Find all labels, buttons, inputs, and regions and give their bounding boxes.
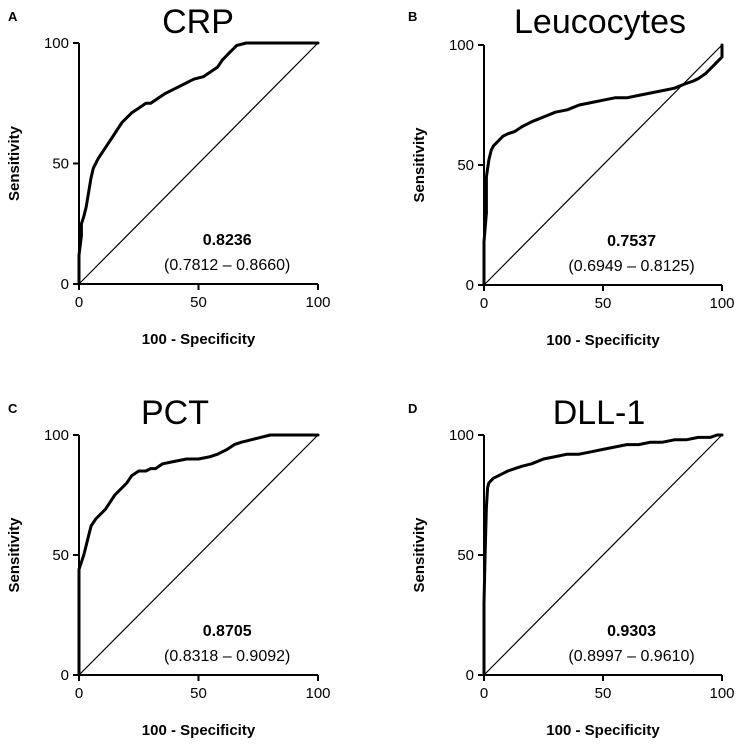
x-tick-label: 100 [305,685,330,702]
auc-confidence-interval: (0.8997 – 0.9610) [568,648,694,665]
y-tick-label: 100 [449,427,474,444]
panel-letter: B [408,9,417,24]
x-tick-label: 0 [480,295,488,312]
y-tick-label: 50 [457,157,474,174]
panel-letter: D [408,401,417,416]
y-tick-label: 0 [466,277,474,294]
x-tick-label: 0 [75,685,83,702]
x-axis-title: 100 - Specificity [546,332,660,349]
auc-value: 0.8236 [203,232,252,249]
y-tick-label: 100 [44,427,69,444]
x-tick-label: 50 [595,295,612,312]
auc-confidence-interval: (0.6949 – 0.8125) [568,258,694,275]
x-tick-label: 100 [709,685,734,702]
auc-value: 0.9303 [607,623,656,640]
y-axis-title: Sensitivity [6,125,23,201]
x-axis-title: 100 - Specificity [142,331,256,348]
reference-diagonal-line [78,434,319,676]
panel-letter: C [8,401,18,416]
y-tick-label: 100 [449,37,474,54]
chart-title: Leucocytes [514,3,686,41]
chart-title: CRP [162,3,234,41]
x-tick-label: 100 [709,295,734,312]
y-tick-label: 50 [52,156,69,173]
panel-d: D DLL-1 0 50 100 0 50 100 100 - Specificity Sensi… [408,394,735,739]
auc-value: 0.7537 [607,233,656,250]
panel-b: B Leucocytes 0 50 100 0 50 100 100 - Specificity… [408,3,735,349]
x-axis-title: 100 - Specificity [546,722,660,739]
x-tick-label: 100 [305,294,330,311]
y-tick-label: 0 [466,667,474,684]
x-tick-label: 50 [190,294,207,311]
reference-diagonal-line [483,44,723,286]
y-tick-label: 50 [52,547,69,564]
reference-diagonal-line [78,42,319,285]
roc-curve-line [77,433,320,677]
y-axis-title: Sensitivity [411,517,428,593]
y-tick-label: 0 [61,667,69,684]
y-tick-label: 0 [61,276,69,293]
x-tick-label: 0 [75,294,83,311]
auc-confidence-interval: (0.7812 – 0.8660) [164,257,290,274]
x-tick-label: 50 [190,685,207,702]
y-tick-label: 100 [44,35,69,52]
y-axis-title: Sensitivity [6,517,23,593]
x-axis-title: 100 - Specificity [142,722,256,739]
x-tick-label: 0 [480,685,488,702]
roc-curve-line [77,41,320,286]
panel-c: C PCT 0 50 100 0 50 100 100 - Specificity Sensiti… [6,394,331,739]
auc-value: 0.8705 [203,623,252,640]
roc-curve-line [482,43,724,287]
panel-letter: A [8,9,18,24]
y-axis-title: Sensitivity [411,127,428,203]
x-tick-label: 50 [595,685,612,702]
y-tick-label: 50 [457,547,474,564]
roc-curve-line [482,433,724,677]
chart-title: DLL-1 [553,394,646,432]
chart-title: PCT [141,394,209,432]
reference-diagonal-line [483,434,723,676]
auc-confidence-interval: (0.8318 – 0.9092) [164,648,290,665]
panel-a: A CRP 0 50 100 0 50 100 100 - Specificity Sensiti… [6,3,331,348]
